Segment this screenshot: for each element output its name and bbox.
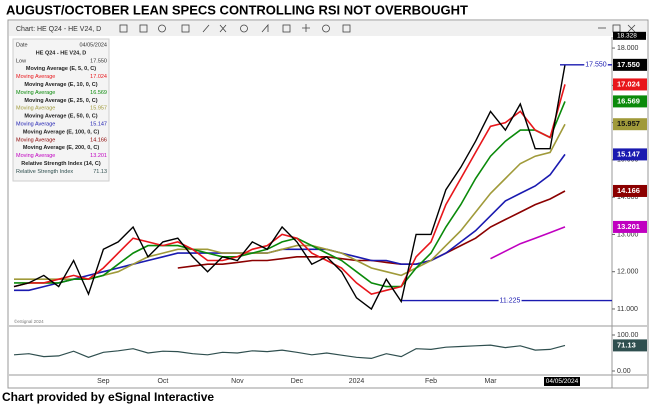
- panel-header: Relative Strength Index (14, C): [21, 161, 101, 167]
- last-value-box: [613, 220, 647, 233]
- level-label: 11.225: [500, 297, 521, 304]
- last-value-box: [613, 78, 647, 91]
- panel-label: Moving Average: [16, 153, 55, 159]
- last-value-label: 17.024: [617, 79, 641, 88]
- x-tick-label: Dec: [291, 378, 304, 385]
- y-tick-label: 13.000: [617, 231, 639, 238]
- panel-label: Moving Average: [16, 90, 55, 96]
- x-tick-label: Oct: [157, 378, 168, 385]
- window-title: Chart: HE Q24 - HE V24, D: [16, 26, 101, 33]
- panel-header: Moving Average (E, 200, 0, C): [23, 145, 99, 151]
- panel-header: Moving Average (E, 50, 0, C): [24, 114, 97, 120]
- panel-header: HE Q24 - HE V24, D: [36, 50, 86, 56]
- series-line: [13, 84, 566, 295]
- panel-value: 16.569: [90, 90, 107, 96]
- last-value-label: 15.147: [617, 149, 640, 158]
- x-tick-label: 2024: [349, 378, 365, 385]
- footer: Chart provided by eSignal Interactive: [2, 390, 214, 404]
- chart-window: [7, 19, 649, 389]
- x-tick-label: Feb: [425, 378, 437, 385]
- panel-label: Moving Average: [16, 74, 55, 80]
- panel-header: Moving Average (E, 25, 0, C): [24, 98, 97, 104]
- panel-value: 13.201: [90, 153, 107, 159]
- high-box: [613, 31, 646, 40]
- panel-label: Low: [16, 58, 26, 64]
- panel-label: Moving Average: [16, 106, 55, 112]
- last-value-box: [613, 95, 647, 108]
- last-value-box: [613, 184, 647, 197]
- y-tick-label: 11.000: [617, 306, 638, 313]
- panel-value: 14.166: [90, 137, 107, 143]
- last-value-label: 16.569: [617, 96, 640, 105]
- x-tick-label: Mar: [485, 378, 498, 385]
- panel-label: Date: [16, 42, 28, 48]
- watermark: ©eSignal 2024: [14, 318, 44, 324]
- series-line: [490, 226, 566, 260]
- panel-value: 15.957: [90, 106, 107, 112]
- panel-value: 04/05/2024: [79, 42, 107, 48]
- last-value-box: [613, 148, 647, 161]
- date-box: [544, 377, 580, 386]
- y-tick-label: 12.000: [617, 269, 639, 276]
- panel-header: Moving Average (E, 5, 0, C): [26, 66, 96, 72]
- series-line: [14, 153, 566, 292]
- rsi-last-label: 71.13: [617, 340, 636, 349]
- y-tick-label: 14.000: [617, 194, 639, 201]
- panel-header: Moving Average (E, 100, 0, C): [23, 129, 99, 135]
- last-value-label: 15.957: [617, 119, 640, 128]
- x-tick-label: Sep: [97, 378, 110, 385]
- title-bar: [9, 21, 647, 36]
- info-panel: [12, 38, 110, 182]
- panel-label: Moving Average: [16, 137, 55, 143]
- panel-value: 17.024: [90, 74, 107, 80]
- series-line: [14, 101, 566, 288]
- last-value-box: [613, 118, 647, 131]
- panel-header: Moving Average (E, 10, 0, C): [24, 82, 97, 88]
- level-label: 17.550: [585, 62, 607, 69]
- x-tick-label: Nov: [231, 378, 244, 385]
- last-value-label: 14.166: [617, 186, 640, 195]
- panel-value: 71.13: [93, 169, 107, 175]
- rsi-last-box: [613, 339, 647, 352]
- rsi-tick-label: 0.00: [617, 368, 631, 375]
- panel-label: Moving Average: [16, 121, 55, 127]
- last-value-box: [613, 58, 647, 71]
- last-value-label: 17.550: [617, 60, 640, 69]
- rsi-line: [13, 344, 566, 360]
- panel-value: 15.147: [90, 121, 107, 127]
- panel-value: 17.550: [90, 58, 107, 64]
- date-label: 04/05/2024: [546, 378, 579, 385]
- page-title: AUGUST/OCTOBER LEAN SPECS CONTROLLING RS…: [6, 2, 468, 17]
- toolbar[interactable]: [119, 23, 636, 33]
- last-value-label: 13.201: [617, 222, 640, 231]
- y-tick-label: 18.000: [617, 45, 639, 52]
- panel-label: Relative Strength Index: [16, 169, 73, 175]
- rsi-tick-label: 100.00: [617, 332, 639, 339]
- high-label: 18.328: [617, 33, 637, 40]
- series-line: [14, 123, 566, 280]
- series-line: [13, 64, 566, 311]
